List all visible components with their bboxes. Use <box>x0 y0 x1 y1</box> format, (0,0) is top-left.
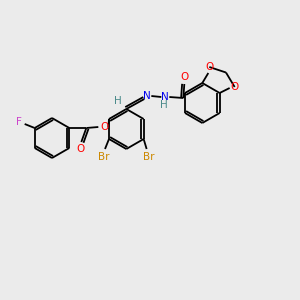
Text: H: H <box>114 96 122 106</box>
Text: O: O <box>205 62 213 72</box>
Text: F: F <box>16 117 22 127</box>
Text: Br: Br <box>98 152 110 162</box>
Text: O: O <box>76 144 84 154</box>
Text: O: O <box>100 122 108 132</box>
Text: N: N <box>143 91 151 101</box>
Text: N: N <box>161 92 169 102</box>
Text: O: O <box>230 82 239 92</box>
Text: Br: Br <box>143 152 154 162</box>
Text: O: O <box>180 72 188 82</box>
Text: H: H <box>160 100 168 110</box>
